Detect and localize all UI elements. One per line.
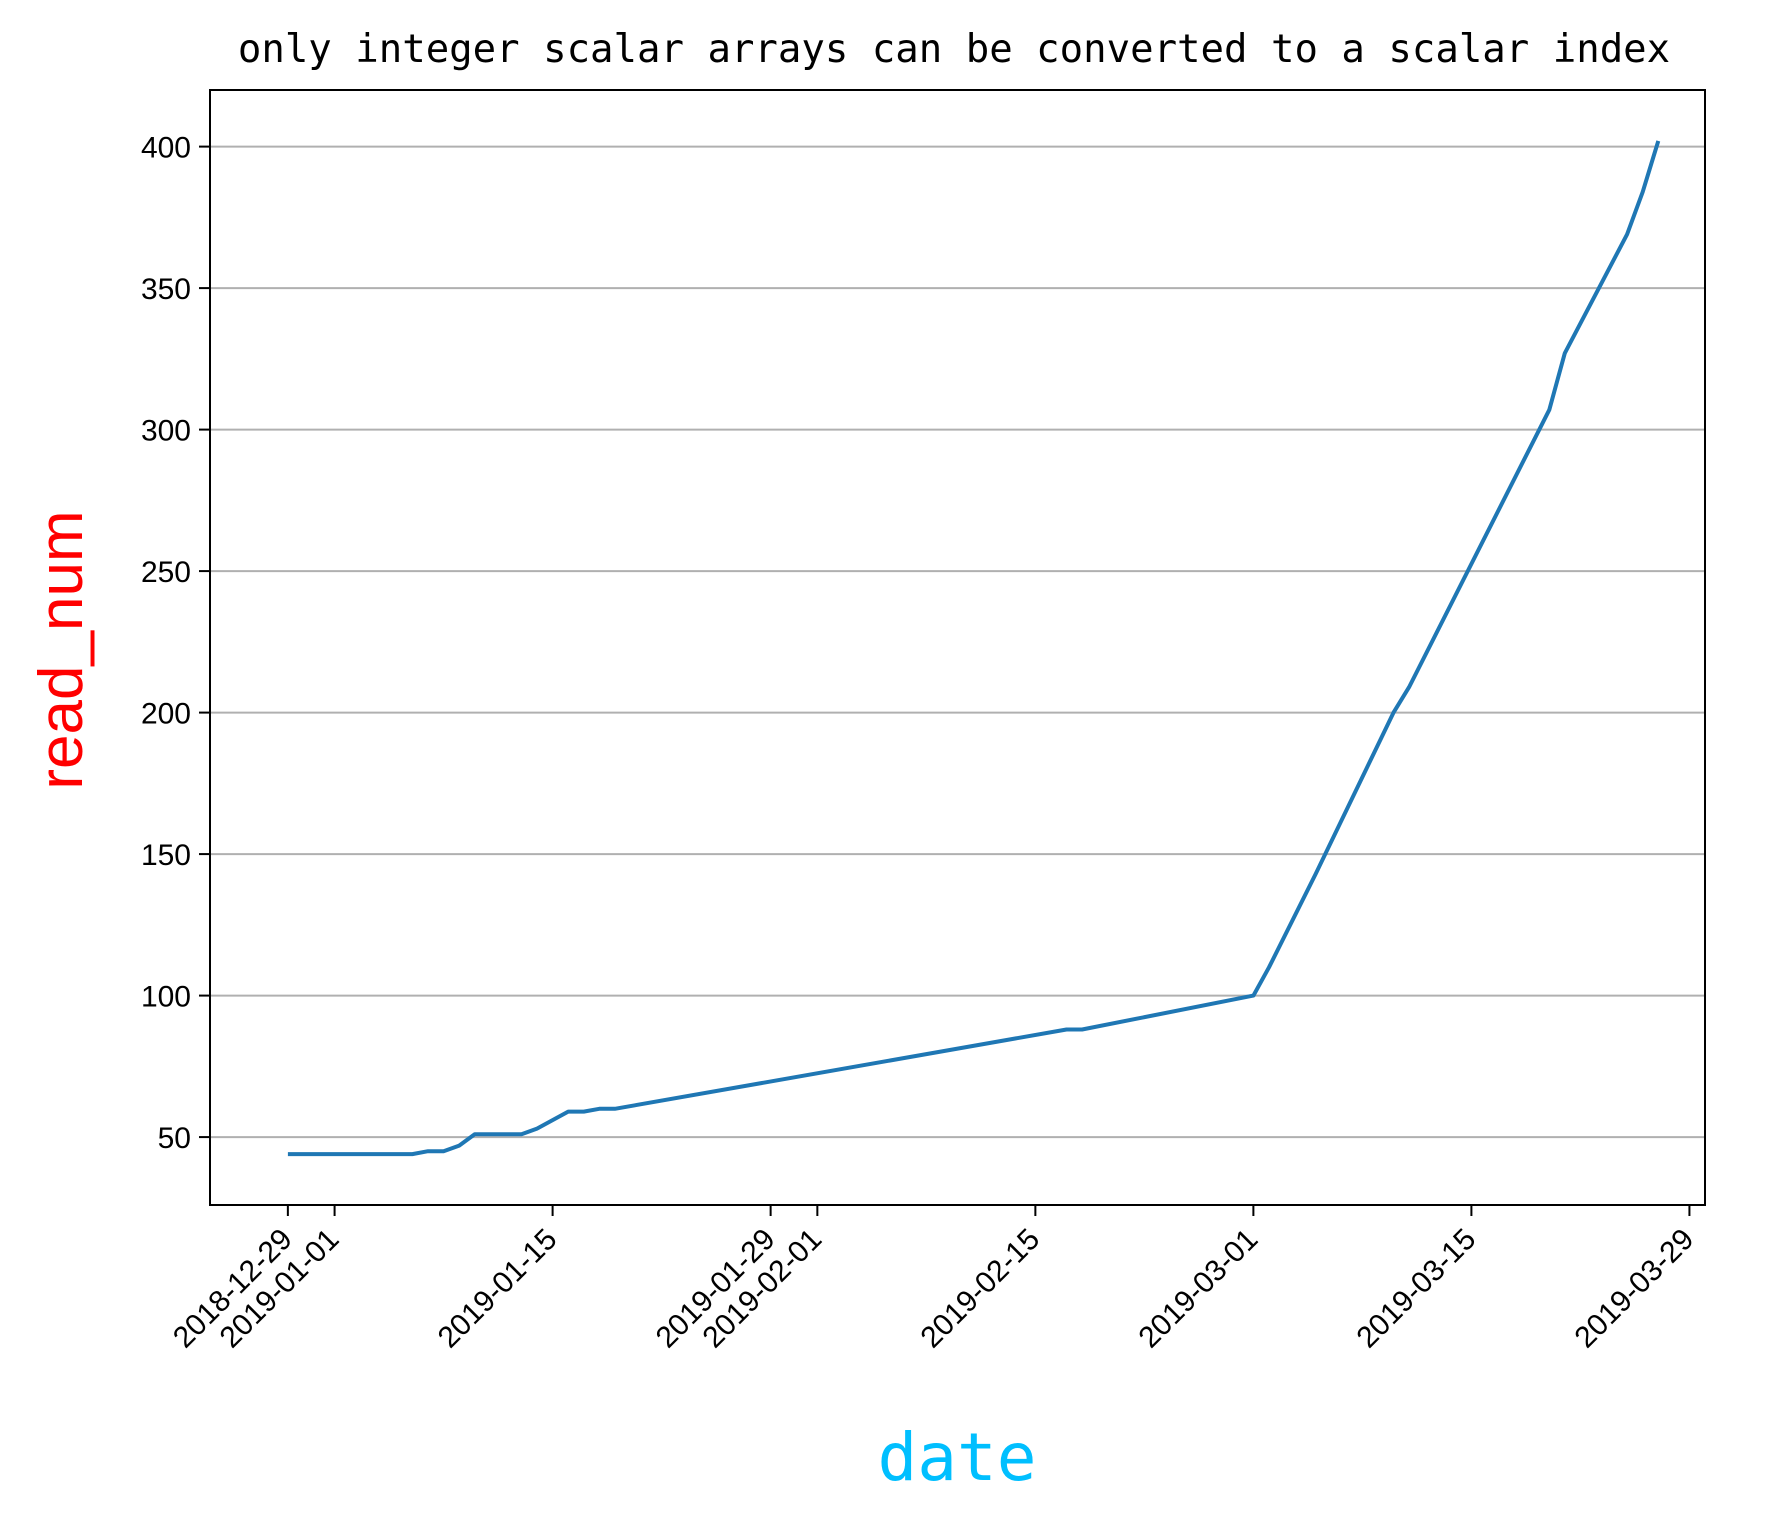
plot-frame: [209, 89, 1706, 1206]
series-layer: [287, 140, 1661, 1157]
x-tick-label: 2019-03-15: [1351, 1223, 1483, 1355]
y-tick-label: 250: [141, 556, 191, 589]
series-line-0: [287, 140, 1661, 1157]
y-axis-label: read_num: [27, 510, 96, 789]
x-tick-label: 2019-01-15: [432, 1223, 564, 1355]
y-axis-ticks: 50 100 150 200 250 300 350 400: [141, 132, 210, 1155]
y-tick-label: 50: [158, 1122, 191, 1155]
x-axis-label: date: [878, 1419, 1037, 1496]
y-tick-label: 100: [141, 981, 191, 1014]
y-tick-label: 300: [141, 415, 191, 448]
y-gridlines: [210, 145, 1705, 1139]
x-tick-label: 2019-02-15: [914, 1223, 1046, 1355]
y-tick-label: 150: [141, 839, 191, 872]
y-tick-label: 400: [141, 132, 191, 165]
x-tick-label: 2019-03-01: [1132, 1223, 1264, 1355]
y-tick-label: 200: [141, 698, 191, 731]
y-tick-label: 350: [141, 273, 191, 306]
x-tick-label: 2019-03-29: [1569, 1223, 1701, 1355]
chart-title: only integer scalar arrays can be conver…: [238, 27, 1670, 72]
